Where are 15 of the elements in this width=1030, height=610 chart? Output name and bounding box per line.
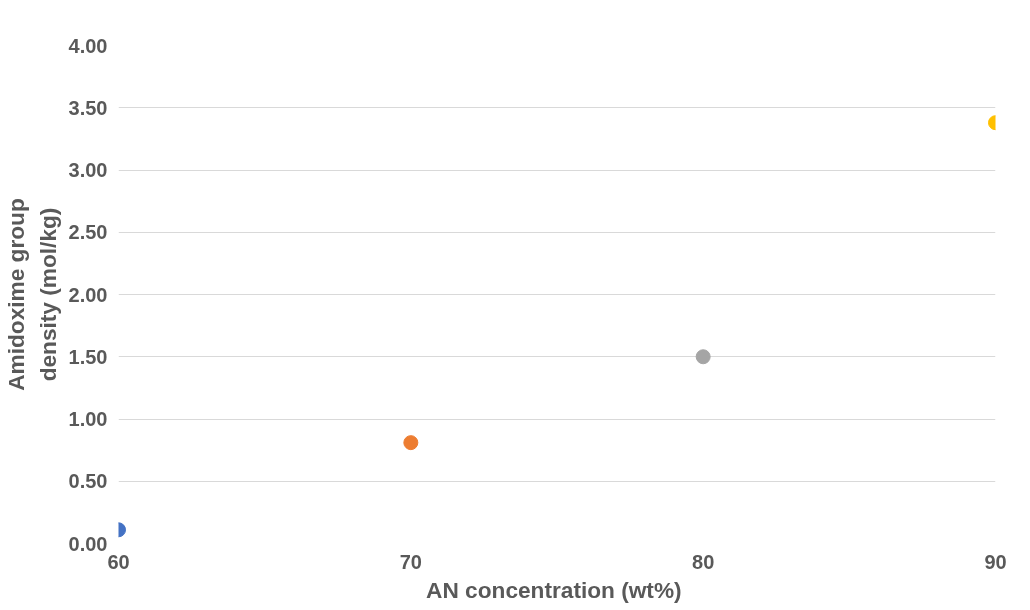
x-tick-label: 60: [107, 550, 130, 573]
x-tick-label: 70: [399, 550, 422, 573]
y-tick-label: 2.00: [68, 283, 108, 306]
y-tick-label: 4.00: [68, 34, 108, 57]
y-tick-label: 2.50: [68, 221, 108, 244]
y-tick-label: 3.00: [68, 159, 108, 181]
y-tick-label: 1.00: [68, 408, 108, 430]
x-axis-title: AN concentration (wt%): [426, 576, 682, 603]
x-tick-label: 80: [692, 550, 715, 573]
x-tick-label: 90: [984, 550, 1007, 573]
y-tick-label: 1.50: [68, 345, 108, 368]
y-tick-label: 3.50: [68, 96, 108, 119]
y-tick-label: 0.00: [68, 532, 108, 555]
y-tick-label: 0.50: [68, 470, 108, 493]
y-axis-title: Amidoxime group density (mol/kg): [3, 198, 61, 391]
